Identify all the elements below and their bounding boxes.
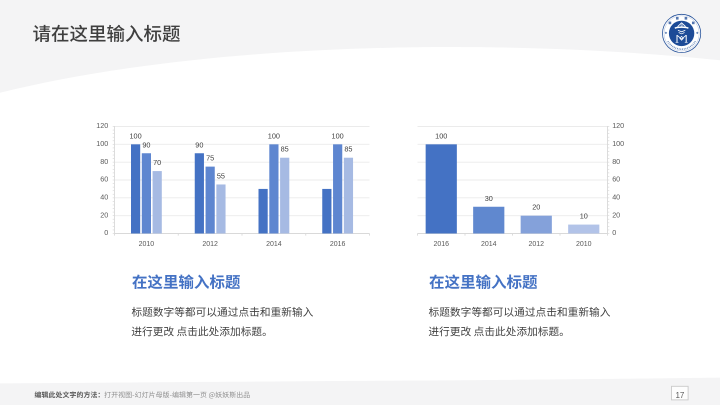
svg-text:17: 17 xyxy=(675,391,684,400)
svg-text:20: 20 xyxy=(532,203,540,212)
svg-text:0: 0 xyxy=(104,228,108,237)
svg-text:2014: 2014 xyxy=(266,241,282,248)
svg-text:2016: 2016 xyxy=(330,241,346,248)
svg-text:20: 20 xyxy=(100,210,108,219)
svg-text:55: 55 xyxy=(217,171,225,180)
svg-text:40: 40 xyxy=(612,192,620,201)
svg-text:20: 20 xyxy=(612,210,620,219)
svg-text:120: 120 xyxy=(96,121,108,130)
svg-text:2010: 2010 xyxy=(139,241,155,248)
svg-text:2010: 2010 xyxy=(576,241,592,248)
svg-text:100: 100 xyxy=(268,131,280,140)
svg-text:0: 0 xyxy=(612,228,616,237)
svg-text:60: 60 xyxy=(100,175,108,184)
svg-text:100: 100 xyxy=(96,139,108,148)
svg-text:2012: 2012 xyxy=(528,241,544,248)
svg-text:100: 100 xyxy=(332,131,344,140)
svg-text:85: 85 xyxy=(344,145,352,154)
svg-text:120: 120 xyxy=(612,121,624,130)
svg-text:70: 70 xyxy=(153,158,161,167)
svg-text:10: 10 xyxy=(580,212,588,221)
svg-text:90: 90 xyxy=(142,140,150,149)
svg-text:80: 80 xyxy=(100,157,108,166)
svg-text:75: 75 xyxy=(206,154,214,163)
svg-text:2012: 2012 xyxy=(202,241,218,248)
svg-text:90: 90 xyxy=(195,140,203,149)
svg-text:100: 100 xyxy=(612,139,624,148)
svg-text:100: 100 xyxy=(435,131,447,140)
svg-text:85: 85 xyxy=(281,145,289,154)
svg-text:60: 60 xyxy=(612,175,620,184)
svg-text:30: 30 xyxy=(485,194,493,203)
svg-text:40: 40 xyxy=(100,192,108,201)
svg-text:80: 80 xyxy=(612,157,620,166)
svg-text:2014: 2014 xyxy=(481,241,497,248)
svg-text:2016: 2016 xyxy=(433,241,449,248)
svg-text:100: 100 xyxy=(130,131,142,140)
